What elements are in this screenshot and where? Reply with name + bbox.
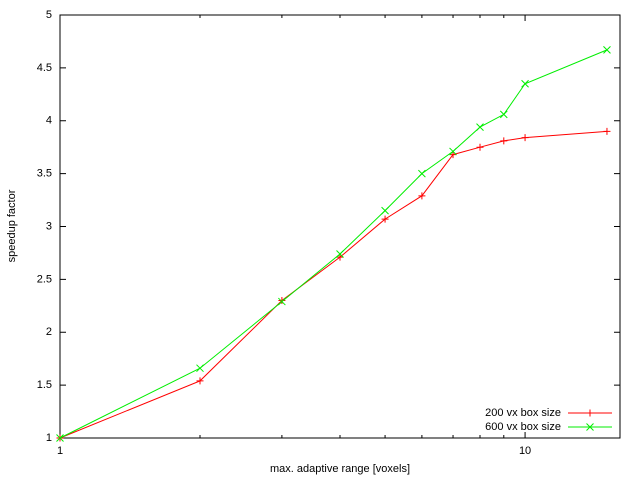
x-axis-label: max. adaptive range [voxels] xyxy=(270,463,410,475)
point-marker xyxy=(196,364,204,373)
legend-marker xyxy=(586,409,594,417)
point-marker xyxy=(418,192,426,200)
y-tick-label: 4 xyxy=(46,115,52,127)
point-marker xyxy=(196,377,204,385)
y-tick-label: 3 xyxy=(46,220,52,232)
point-marker xyxy=(500,137,508,145)
point-marker xyxy=(476,123,484,131)
point-marker xyxy=(336,253,344,261)
y-axis-label: speedup factor xyxy=(6,189,18,262)
point-marker xyxy=(603,127,611,135)
point-marker xyxy=(449,151,457,159)
y-tick-label: 5 xyxy=(46,9,52,21)
y-tick-label: 3.5 xyxy=(37,168,52,180)
point-marker xyxy=(336,250,344,258)
point-marker xyxy=(521,79,529,88)
point-marker xyxy=(418,169,426,178)
point-marker xyxy=(521,134,529,142)
y-tick-label: 4.5 xyxy=(37,62,52,74)
y-tick-label: 1 xyxy=(46,432,52,444)
legend-label: 200 vx box size xyxy=(485,407,561,419)
x-tick-label: 1 xyxy=(57,445,63,457)
series-line xyxy=(59,49,608,439)
legend-marker xyxy=(586,423,594,431)
y-tick-label: 1.5 xyxy=(37,379,52,391)
point-marker xyxy=(278,297,286,306)
point-marker xyxy=(449,147,457,156)
point-marker xyxy=(278,297,286,305)
plot-frame xyxy=(59,14,621,439)
point-marker xyxy=(381,206,389,215)
point-marker xyxy=(603,46,611,54)
point-marker xyxy=(56,434,64,442)
y-tick-label: 2.5 xyxy=(37,273,52,285)
point-marker xyxy=(381,215,389,223)
point-marker xyxy=(476,143,484,151)
y-tick-label: 2 xyxy=(46,326,52,338)
series-line xyxy=(59,130,608,439)
point-marker xyxy=(499,110,508,119)
legend-label: 600 vx box size xyxy=(485,421,561,433)
x-tick-label: 10 xyxy=(519,445,531,457)
